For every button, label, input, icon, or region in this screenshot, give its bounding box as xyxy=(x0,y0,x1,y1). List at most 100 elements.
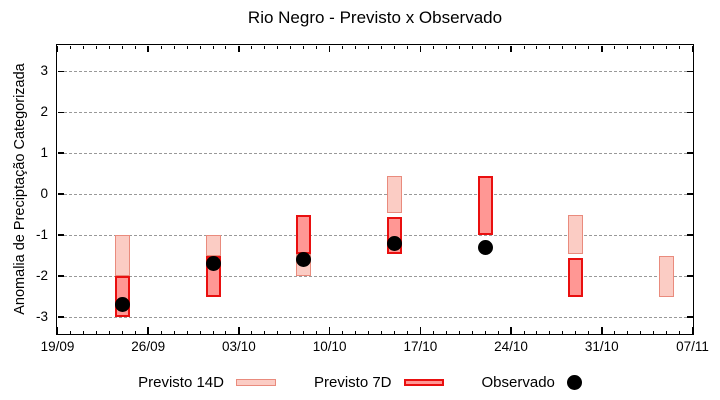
x-minor-tick xyxy=(316,330,318,334)
x-major-tick xyxy=(419,327,422,334)
legend-item-previsto-7d: Previsto 7D xyxy=(314,374,444,391)
h-gridline xyxy=(58,193,692,195)
x-minor-tick xyxy=(121,330,123,334)
x-minor-tick xyxy=(264,45,266,49)
x-major-tick xyxy=(510,45,512,52)
previsto-14d-bar xyxy=(659,255,675,297)
x-minor-tick xyxy=(575,330,577,334)
x-minor-tick xyxy=(95,45,97,49)
x-minor-tick xyxy=(614,45,616,49)
x-minor-tick xyxy=(121,45,123,49)
h-gridline xyxy=(58,152,692,154)
x-minor-tick xyxy=(380,45,382,49)
legend-item-previsto-14d: Previsto 14D xyxy=(138,374,276,391)
y-tick-mark xyxy=(686,111,693,114)
x-major-tick xyxy=(510,327,512,334)
x-minor-tick xyxy=(186,45,188,49)
x-major-tick xyxy=(328,327,331,334)
x-tick-label: 10/10 xyxy=(312,339,347,354)
y-tick-mark xyxy=(686,193,693,195)
previsto-14d-bar xyxy=(205,235,221,256)
x-minor-tick xyxy=(679,45,681,49)
h-gridline xyxy=(58,275,692,277)
x-minor-tick xyxy=(653,330,655,334)
x-minor-tick xyxy=(199,330,201,334)
x-major-tick xyxy=(147,45,149,52)
y-tick-mark xyxy=(57,152,64,154)
y-tick-mark xyxy=(686,234,693,236)
x-minor-tick xyxy=(458,330,460,334)
y-tick-label: 2 xyxy=(40,104,48,120)
x-minor-tick xyxy=(95,330,97,334)
x-minor-tick xyxy=(186,330,188,334)
x-minor-tick xyxy=(614,330,616,334)
x-minor-tick xyxy=(380,330,382,334)
x-tick-label: 19/09 xyxy=(40,339,75,354)
x-minor-tick xyxy=(445,330,447,334)
legend-item-observado: Observado xyxy=(482,374,582,391)
x-minor-tick xyxy=(342,45,344,49)
x-minor-tick xyxy=(575,45,577,49)
previsto-7d-bar xyxy=(568,257,584,297)
x-major-tick xyxy=(419,45,422,52)
x-minor-tick xyxy=(290,330,292,334)
x-minor-tick xyxy=(173,330,175,334)
x-minor-tick xyxy=(160,45,162,49)
x-minor-tick xyxy=(69,330,71,334)
x-minor-tick xyxy=(108,45,110,49)
x-minor-tick xyxy=(69,45,71,49)
x-minor-tick xyxy=(290,45,292,49)
y-tick-mark xyxy=(57,316,64,318)
x-minor-tick xyxy=(549,45,551,49)
x-minor-tick xyxy=(523,330,525,334)
y-tick-mark xyxy=(686,152,693,154)
x-minor-tick xyxy=(523,45,525,49)
x-minor-tick xyxy=(134,45,136,49)
h-gridline xyxy=(58,111,692,113)
x-minor-tick xyxy=(432,330,434,334)
x-minor-tick xyxy=(562,330,564,334)
legend-dot-observado xyxy=(566,375,582,390)
x-minor-tick xyxy=(536,45,538,49)
x-major-tick xyxy=(691,327,694,334)
x-minor-tick xyxy=(627,330,629,334)
y-tick-mark xyxy=(57,70,64,73)
observado-point xyxy=(114,297,130,313)
x-minor-tick xyxy=(497,45,499,49)
x-minor-tick xyxy=(199,45,201,49)
observado-point xyxy=(205,256,221,272)
x-minor-tick xyxy=(342,330,344,334)
x-minor-tick xyxy=(445,45,447,49)
previsto-7d-bar xyxy=(296,214,312,254)
observado-point xyxy=(386,235,402,251)
y-tick-mark xyxy=(686,316,693,318)
x-minor-tick xyxy=(484,330,486,334)
x-minor-tick xyxy=(640,330,642,334)
x-minor-tick xyxy=(536,330,538,334)
x-minor-tick xyxy=(484,45,486,49)
y-tick-mark xyxy=(57,111,64,114)
previsto-14d-bar xyxy=(114,235,130,277)
plot-area-border xyxy=(56,44,694,335)
x-minor-tick xyxy=(588,45,590,49)
observado-point xyxy=(477,239,493,255)
previsto-7d-bar xyxy=(477,175,493,236)
previsto-14d-bar xyxy=(568,214,584,254)
x-tick-label: 17/10 xyxy=(403,339,438,354)
x-minor-tick xyxy=(497,330,499,334)
x-minor-tick xyxy=(549,330,551,334)
x-tick-label: 24/10 xyxy=(494,339,528,354)
h-gridline xyxy=(58,70,692,72)
x-tick-label: 31/10 xyxy=(584,339,619,354)
y-tick-label: 1 xyxy=(40,145,48,161)
legend-label-previsto-7d: Previsto 7D xyxy=(313,374,392,391)
y-tick-mark xyxy=(57,234,64,236)
y-tick-label: 3 xyxy=(40,63,48,79)
x-minor-tick xyxy=(406,45,408,49)
x-minor-tick xyxy=(108,330,110,334)
x-minor-tick xyxy=(666,330,668,334)
x-minor-tick xyxy=(406,330,408,334)
y-tick-mark xyxy=(57,275,64,277)
